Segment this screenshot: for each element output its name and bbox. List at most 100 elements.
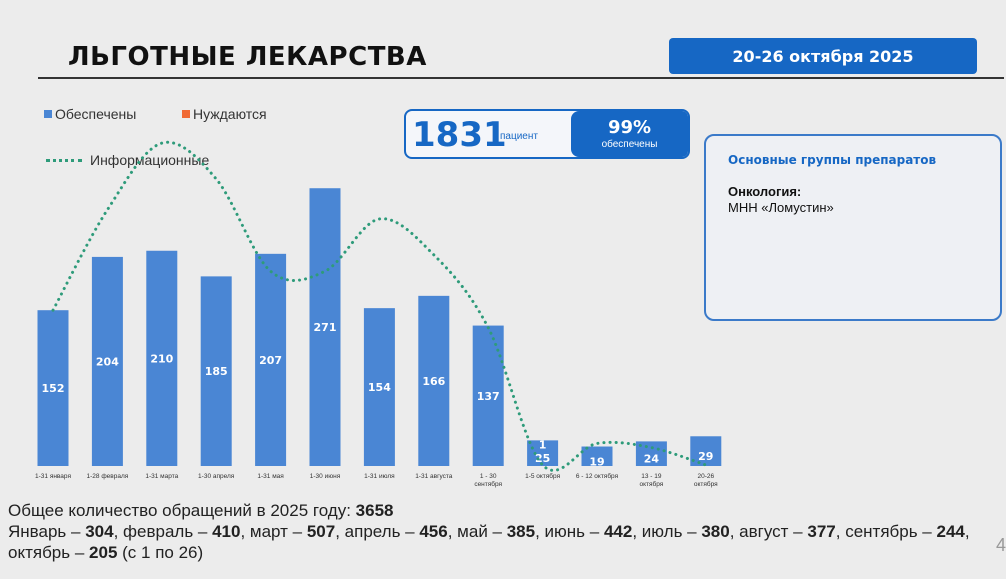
- x-tick-label: 1-30 июня: [310, 473, 341, 480]
- month-name: май –: [457, 522, 507, 541]
- page-title: ЛЬГОТНЫЕ ЛЕКАРСТВА: [68, 42, 427, 72]
- bar-value-label: 207: [259, 354, 282, 367]
- month-value: 205: [89, 543, 118, 562]
- patients-stat-box: 1831 пациент 99% обеспечены: [404, 109, 690, 159]
- month-name: октябрь –: [8, 543, 90, 562]
- separator: ,: [632, 522, 642, 541]
- x-tick-label: 1-5 октября: [525, 472, 560, 480]
- x-tick-label: 1-31 августа: [415, 473, 453, 480]
- bar-value-label: 19: [589, 455, 604, 468]
- provided-percent-panel: 99% обеспечены: [571, 111, 688, 157]
- separator: ,: [335, 522, 345, 541]
- bar: [309, 188, 341, 466]
- summary-total-value: 3658: [355, 501, 394, 520]
- x-tick-label: 1-31 июля: [364, 473, 395, 480]
- x-tick-label: 6 - 12 октября: [576, 472, 619, 480]
- info-series-line: [51, 140, 708, 472]
- month-value: 410: [212, 522, 241, 541]
- x-tick-label: 1-30 апреля: [198, 473, 235, 480]
- summary-line-total: Общее количество обращений в 2025 году: …: [8, 500, 993, 521]
- separator: ,: [113, 522, 124, 541]
- bar: [200, 276, 232, 466]
- drug-category: Онкология:: [728, 184, 802, 199]
- drug-item: МНН «Ломустин»: [728, 200, 834, 215]
- x-tick-label: сентября: [474, 480, 502, 488]
- summary-note: (с 1 по 26): [117, 543, 204, 562]
- month-name: апрель –: [344, 522, 420, 541]
- summary-months: Январь – 304, февраль – 410, март – 507,…: [8, 521, 993, 563]
- x-tick-label: октября: [639, 480, 663, 488]
- provided-percent: 99%: [607, 117, 652, 138]
- x-tick-label: 1-31 января: [35, 473, 71, 480]
- separator: ,: [447, 522, 458, 541]
- bar: [37, 310, 69, 466]
- month-name: сентябрь –: [845, 522, 937, 541]
- patients-count: 1831: [412, 115, 507, 155]
- title-divider: [38, 77, 1004, 79]
- x-tick-label: 1 - 30: [480, 473, 497, 480]
- page-number: 4: [996, 535, 1006, 555]
- month-value: 442: [603, 522, 633, 541]
- separator: ,: [535, 522, 545, 541]
- bar-value-label: 154: [368, 381, 391, 394]
- legend-need-label: Нуждаются: [193, 106, 267, 122]
- bar-value-label: 152: [42, 382, 65, 395]
- month-name: июнь –: [544, 522, 604, 541]
- month-name: июль –: [641, 522, 702, 541]
- month-name: февраль –: [123, 522, 213, 541]
- bar-value-label: 137: [477, 390, 500, 403]
- month-value: 456: [419, 522, 448, 541]
- x-tick-label: 20-26: [697, 473, 714, 480]
- drug-groups-box: Основные группы препаратов Онкология: МН…: [704, 134, 1002, 321]
- separator: ,: [835, 522, 846, 541]
- legend-info-swatch: [46, 158, 82, 162]
- month-name: август –: [739, 522, 808, 541]
- month-value: 380: [701, 522, 730, 541]
- patients-label: пациент: [500, 131, 538, 142]
- separator: ,: [964, 522, 970, 541]
- legend-info-label: Информационные: [90, 152, 210, 168]
- legend-need: Нуждаются: [182, 106, 267, 122]
- bar: [527, 440, 559, 466]
- summary-text: Общее количество обращений в 2025 году: …: [8, 500, 993, 563]
- x-tick-label: октября: [694, 480, 718, 488]
- bar-value-label: 210: [150, 352, 173, 365]
- bar: [146, 250, 178, 466]
- month-value: 304: [85, 522, 114, 541]
- legend-need-swatch: [182, 110, 190, 118]
- month-value: 377: [807, 522, 836, 541]
- month-value: 385: [506, 522, 536, 541]
- x-tick-label: 1-31 марта: [145, 473, 178, 480]
- date-range-badge: 20-26 октября 2025: [669, 38, 977, 74]
- bar-value-label: 271: [314, 321, 337, 334]
- month-name: Январь –: [8, 522, 86, 541]
- x-tick-label: 13 - 19: [641, 473, 662, 480]
- bar-value-label: 25: [535, 452, 550, 465]
- bar: [581, 446, 613, 466]
- month-value: 507: [306, 522, 336, 541]
- bar: [418, 295, 450, 466]
- x-tick-label: 1-28 февраля: [87, 473, 129, 480]
- bar-value-label: 185: [205, 365, 228, 378]
- drug-groups-heading: Основные группы препаратов: [728, 153, 937, 167]
- summary-total-label: Общее количество обращений в 2025 году:: [8, 501, 356, 520]
- bar-value-label: 166: [422, 375, 445, 388]
- bar-extra-label: 1: [539, 438, 547, 451]
- bar-value-label: 29: [698, 450, 713, 463]
- month-value: 244: [936, 522, 965, 541]
- bar-value-label: 24: [644, 453, 660, 466]
- separator: ,: [729, 522, 740, 541]
- x-tick-label: 1-31 мая: [257, 473, 284, 480]
- legend-info: Информационные: [46, 152, 209, 168]
- separator: ,: [240, 522, 250, 541]
- bar-value-label: 204: [96, 355, 119, 368]
- provided-percent-label: обеспечены: [601, 139, 658, 150]
- bar: [690, 436, 722, 466]
- bar: [91, 256, 123, 466]
- bar: [363, 308, 395, 466]
- month-name: март –: [249, 522, 307, 541]
- legend-provided-label: Обеспечены: [55, 106, 137, 122]
- bar: [255, 253, 287, 466]
- legend-provided-swatch: [44, 110, 52, 118]
